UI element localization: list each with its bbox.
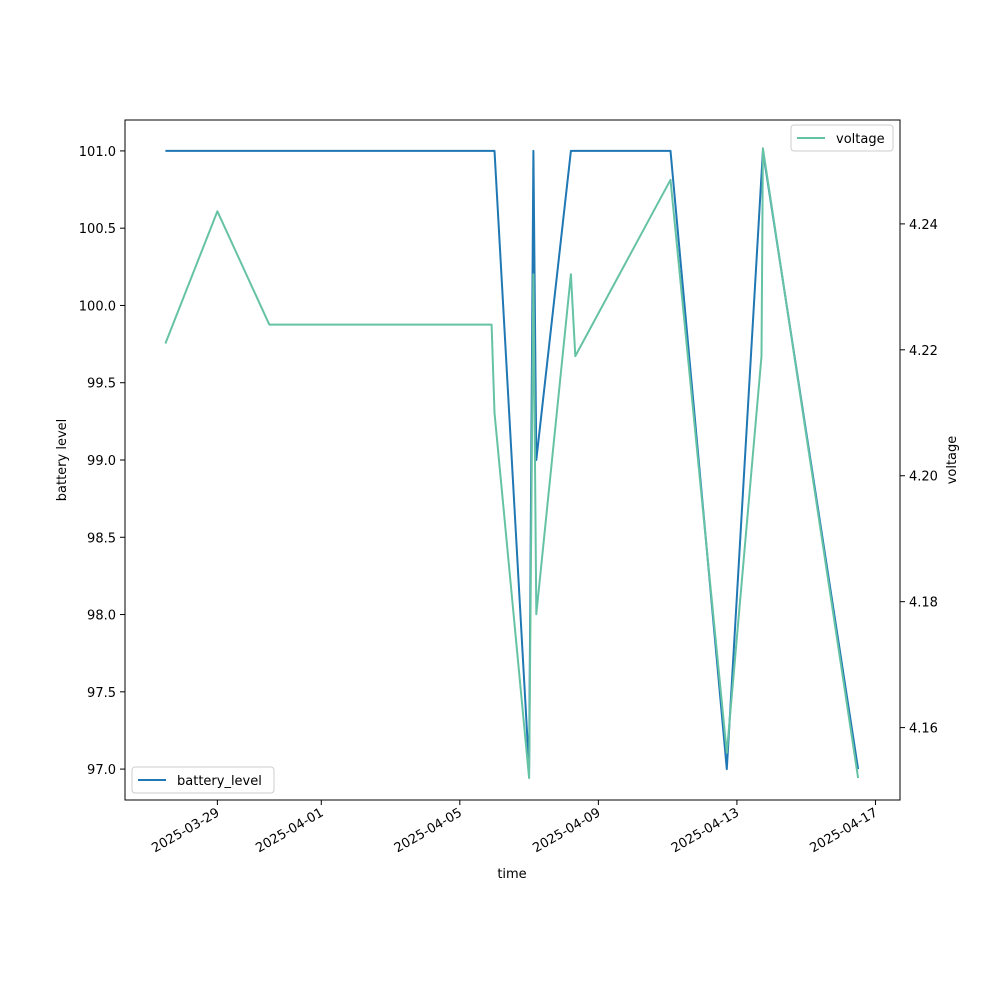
y-axis-right: 4.16 4.18 4.20 4.22 4.24 [900, 218, 938, 737]
legend-voltage: voltage [790, 124, 894, 152]
legend-battery-level: battery_level [131, 766, 275, 794]
y-tick-label: 97.5 [87, 686, 116, 701]
y-axis-label: battery level [55, 419, 70, 502]
y2-tick-label: 4.22 [909, 344, 938, 359]
y2-tick-label: 4.16 [909, 722, 938, 737]
plot-lines [164, 147, 860, 779]
y-tick-label: 98.0 [87, 609, 116, 624]
legend-box [131, 766, 275, 794]
x-axis-label: time [497, 867, 526, 882]
y2-tick-label: 4.24 [909, 218, 938, 233]
y-tick-label: 101.0 [79, 145, 116, 160]
y-tick-label: 99.5 [87, 377, 116, 392]
y-tick-label: 98.5 [87, 531, 116, 546]
y-axis-left: 97.0 97.5 98.0 98.5 99.0 99.5 100.0 100.5 101.0 [79, 145, 125, 778]
legend-label: battery_level [177, 774, 262, 789]
y2-tick-label: 4.18 [909, 596, 938, 611]
y-tick-label: 99.0 [87, 454, 116, 469]
y2-tick-label: 4.20 [909, 470, 938, 485]
y-tick-label: 97.0 [87, 763, 116, 778]
plot-frame [124, 119, 901, 801]
legend-label: voltage [836, 132, 885, 147]
y-tick-label: 100.0 [79, 299, 116, 314]
y2-axis-label: voltage [945, 436, 960, 485]
series-line-voltage [164, 147, 860, 779]
legend-box [790, 124, 894, 152]
y-tick-label: 100.5 [79, 222, 116, 237]
series-line-battery-level [165, 149, 860, 771]
